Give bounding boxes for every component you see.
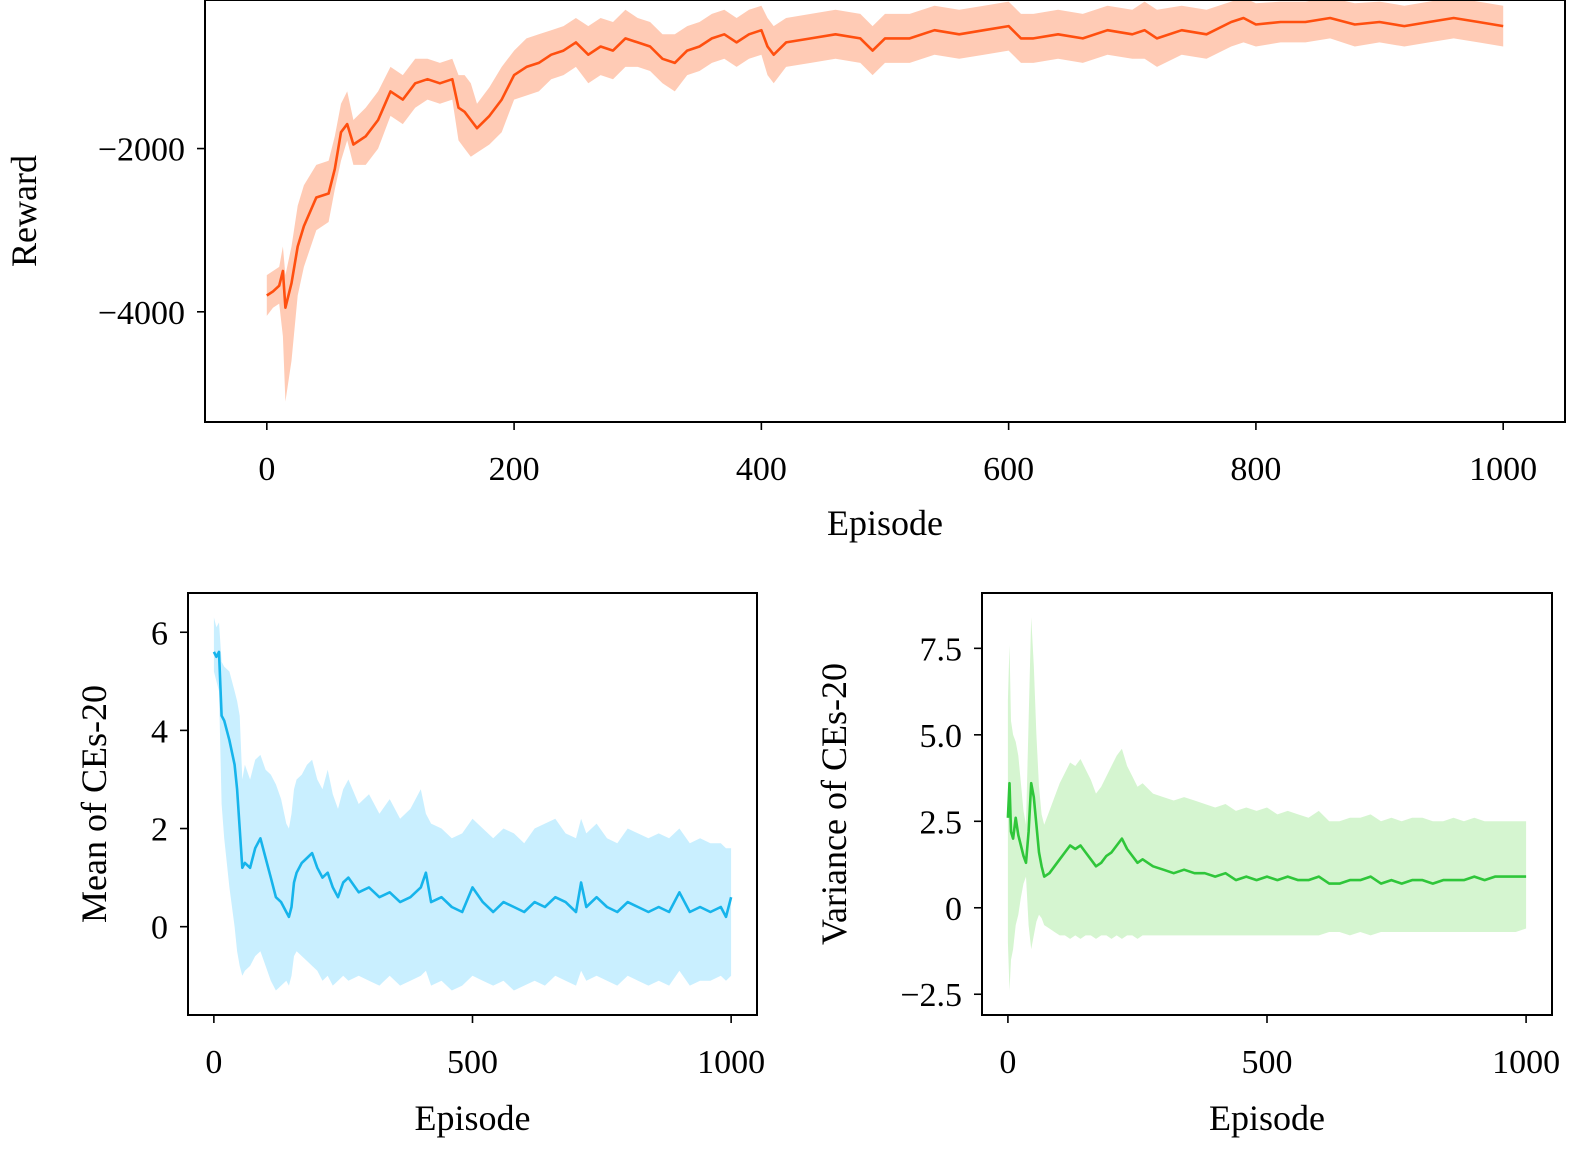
mean-y-tick-label: 2 [151, 812, 168, 849]
mean-series-0-band [213, 617, 732, 991]
reward-panel: 0 200 400 600 800 1000 −4000 −2000 Episode Reward [4, 0, 1566, 543]
reward-x-tick-label: 600 [983, 451, 1034, 488]
reward-x-tick-label: 200 [489, 451, 540, 488]
variance-y-tick-label: 2.5 [920, 804, 963, 841]
reward-x-tick-label: 800 [1230, 451, 1281, 488]
variance-x-tick-label: 1000 [1492, 1044, 1560, 1081]
variance-panel: 0 500 1000 −2.5 0 2.5 5.0 7.5 Episode Variance of… [814, 592, 1560, 1138]
mean-x-tick-label: 1000 [697, 1044, 765, 1081]
reward-plot-frame [204, 0, 1566, 423]
variance-y-tick-label: 7.5 [920, 631, 963, 668]
reward-x-tick-label: 400 [736, 451, 787, 488]
variance-x-axis-title: Episode [1209, 1098, 1325, 1138]
mean-x-tick-label: 0 [205, 1044, 222, 1081]
variance-y-tick-label: 5.0 [920, 718, 963, 755]
mean-y-tick-label: 6 [151, 615, 168, 652]
variance-y-tick-label: 0 [945, 891, 962, 928]
reward-x-tick-label: 0 [258, 451, 275, 488]
reward-y-axis-title: Reward [4, 155, 44, 267]
mean-y-axis-title: Mean of CEs-20 [74, 685, 114, 923]
mean-panel: 0 500 1000 0 2 4 6 Episode Mean of CEs-20 [74, 592, 765, 1138]
mean-y-tick-label: 0 [151, 910, 168, 947]
mean-x-tick-label: 500 [447, 1044, 498, 1081]
mean-y-tick-label: 4 [151, 713, 168, 750]
reward-y-tick-label: −4000 [98, 295, 185, 332]
reward-x-axis-title: Episode [827, 503, 943, 543]
variance-series-0-line [1006, 781, 1527, 885]
variance-y-tick-label: −2.5 [900, 977, 962, 1014]
reward-y-tick-label: −2000 [98, 132, 185, 169]
variance-y-axis-title: Variance of CEs-20 [814, 663, 854, 945]
reward-x-tick-label: 1000 [1469, 451, 1537, 488]
variance-x-tick-label: 500 [1242, 1044, 1293, 1081]
variance-series-0-band [1007, 617, 1527, 991]
reward-series-0-band [266, 0, 1504, 402]
reward-series-0-line [266, 16, 1504, 310]
mean-x-axis-title: Episode [415, 1098, 531, 1138]
variance-x-tick-label: 0 [999, 1044, 1016, 1081]
mean-series-0-line [212, 650, 733, 919]
